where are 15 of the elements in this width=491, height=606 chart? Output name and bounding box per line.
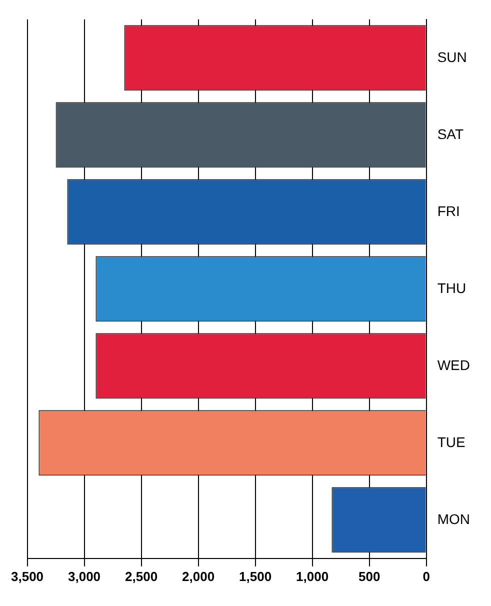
y-tick-label: WED	[437, 356, 470, 373]
y-tick-label: FRI	[437, 202, 460, 219]
x-tick-label: 3,500	[10, 568, 44, 584]
x-tick-label: 2,000	[182, 568, 215, 584]
y-tick-label: SAT	[437, 126, 464, 142]
y-tick-label: SUN	[437, 48, 467, 65]
x-tick-label: 1,500	[239, 568, 272, 584]
y-tick-label: MON	[437, 510, 470, 527]
x-tick-label: 0	[422, 568, 430, 584]
y-tick-label: THU	[437, 280, 466, 296]
x-tick-label: 2,500	[125, 568, 158, 584]
y-tick-label: TUE	[437, 434, 466, 450]
x-tick-label: 500	[358, 568, 380, 584]
x-tick-label: 3,000	[68, 568, 101, 584]
x-tick-label: 1,000	[296, 568, 329, 584]
